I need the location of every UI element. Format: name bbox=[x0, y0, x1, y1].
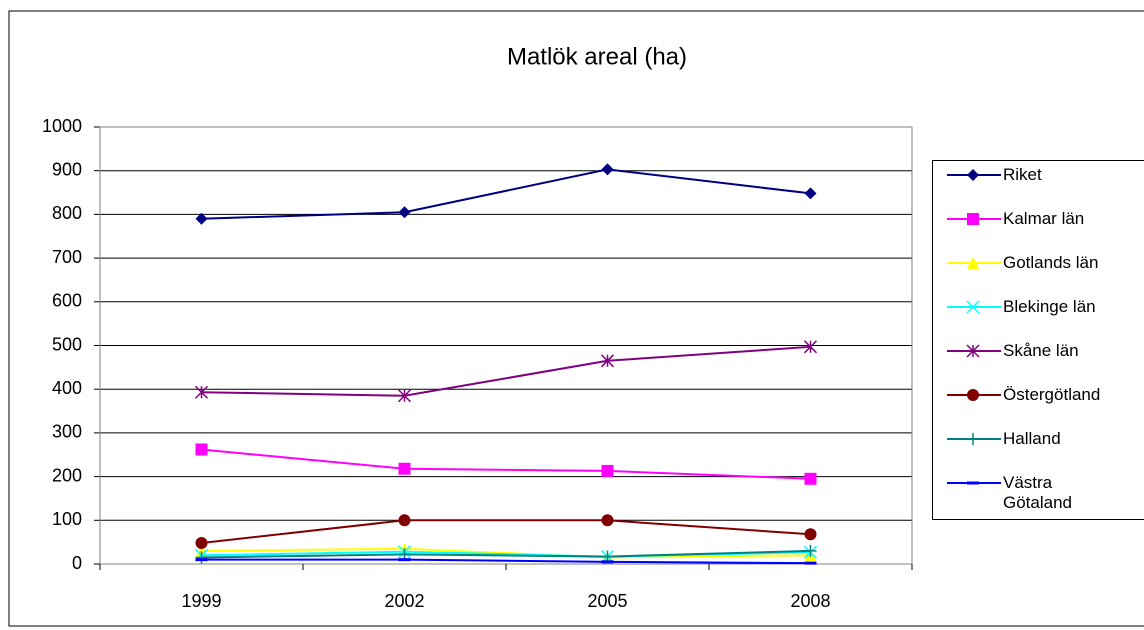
marker bbox=[194, 385, 209, 399]
marker bbox=[600, 354, 615, 368]
marker bbox=[804, 472, 817, 485]
marker bbox=[803, 340, 818, 354]
marker bbox=[398, 462, 411, 475]
marker bbox=[967, 389, 979, 401]
legend-item: Gotlands län bbox=[933, 253, 1115, 273]
x-tick-label: 2008 bbox=[790, 591, 830, 611]
chart-title: Matlök areal (ha) bbox=[507, 43, 687, 70]
legend-symbol bbox=[947, 389, 1001, 401]
y-tick-label: 800 bbox=[52, 203, 82, 223]
series-line bbox=[201, 558, 811, 565]
series-line bbox=[201, 168, 811, 220]
legend-item: Skåne län bbox=[933, 341, 1115, 361]
legend-symbol bbox=[947, 300, 1001, 314]
series-line bbox=[201, 549, 811, 559]
legend-item: Blekinge län bbox=[933, 297, 1115, 317]
y-tick-label: 0 bbox=[72, 553, 82, 573]
legend-label: Riket bbox=[1003, 165, 1042, 184]
legend-item: Riket bbox=[933, 165, 1115, 185]
y-tick-label: 600 bbox=[52, 291, 82, 311]
legend-item: Kalmar län bbox=[933, 209, 1115, 229]
y-tick-label: 500 bbox=[52, 334, 82, 354]
x-tick-label: 1999 bbox=[181, 591, 221, 611]
marker bbox=[195, 544, 208, 557]
marker bbox=[601, 464, 614, 477]
marker bbox=[195, 212, 208, 225]
series-line bbox=[201, 345, 811, 397]
marker bbox=[398, 514, 411, 527]
legend-symbol bbox=[947, 433, 1001, 445]
marker bbox=[804, 544, 817, 557]
legend-label: Östergötland bbox=[1003, 385, 1101, 404]
legend-symbol bbox=[947, 213, 1001, 225]
legend-item: Halland bbox=[933, 429, 1115, 449]
marker bbox=[195, 551, 208, 564]
legend: Riket Kalmar län Gotlands län Blekinge län S… bbox=[932, 160, 1144, 520]
y-tick-label: 100 bbox=[52, 509, 82, 529]
legend-symbol bbox=[947, 481, 1001, 485]
legend-item: Västra Götaland bbox=[933, 473, 1115, 513]
legend-symbol bbox=[947, 169, 1001, 181]
legend-label: Blekinge län bbox=[1003, 297, 1096, 316]
marker bbox=[967, 169, 979, 181]
marker bbox=[967, 257, 979, 269]
legend-label: Halland bbox=[1003, 429, 1061, 448]
chart-border bbox=[8, 10, 1144, 627]
legend-label: Skåne län bbox=[1003, 341, 1079, 360]
marker bbox=[397, 389, 412, 403]
marker bbox=[195, 443, 208, 456]
marker bbox=[601, 514, 614, 527]
y-tick-label: 400 bbox=[52, 378, 82, 398]
marker bbox=[967, 433, 979, 445]
marker bbox=[398, 206, 411, 219]
y-tick-label: 900 bbox=[52, 159, 82, 179]
marker bbox=[195, 537, 208, 550]
y-tick-label: 300 bbox=[52, 422, 82, 442]
x-tick-label: 2002 bbox=[384, 591, 424, 611]
legend-symbol bbox=[947, 344, 1001, 358]
x-tick-label: 2005 bbox=[587, 591, 627, 611]
series-line bbox=[201, 547, 811, 559]
legend-label: Gotlands län bbox=[1003, 253, 1099, 272]
marker bbox=[966, 344, 980, 358]
legend-item: Östergötland bbox=[933, 385, 1115, 405]
y-tick-label: 200 bbox=[52, 465, 82, 485]
marker bbox=[601, 163, 614, 176]
marker bbox=[804, 187, 817, 200]
legend-symbol bbox=[947, 257, 1001, 269]
legend-label: Kalmar län bbox=[1003, 209, 1085, 228]
y-tick-label: 1000 bbox=[42, 116, 82, 136]
marker bbox=[804, 528, 817, 541]
marker bbox=[967, 213, 979, 225]
series-line bbox=[201, 519, 811, 545]
series-line bbox=[201, 448, 811, 480]
y-tick-label: 700 bbox=[52, 247, 82, 267]
marker bbox=[966, 300, 980, 314]
legend-label: Västra Götaland bbox=[1003, 473, 1072, 512]
